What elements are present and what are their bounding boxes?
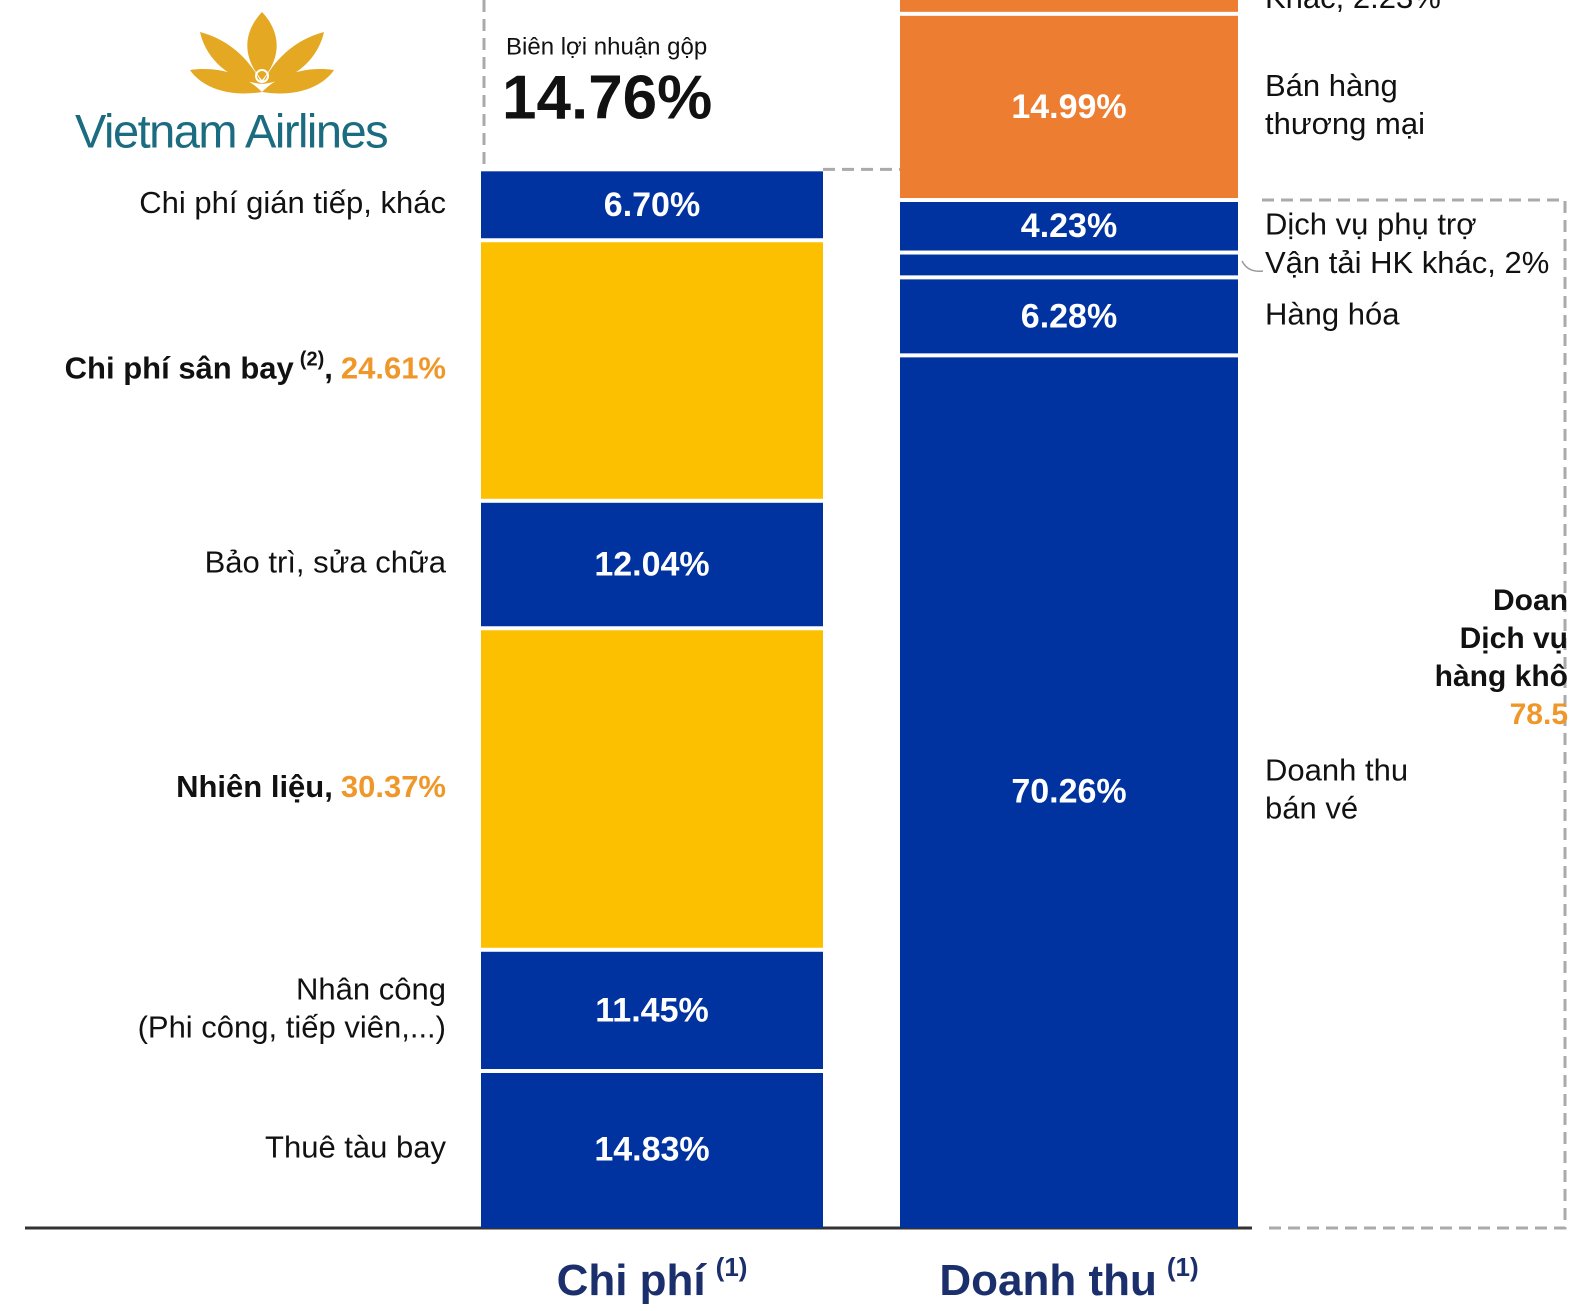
segment-value: 6.70% [604,186,700,224]
category-sup: (1) [716,1252,748,1282]
label-text: Bán hàng [1265,68,1398,103]
label-text: Chi phí gián tiếp, khác [139,185,446,220]
label-text: bán vé [1265,791,1358,826]
logo: Vietnam Airlines [75,12,389,157]
segment-label: Bán hàng [1265,68,1398,103]
logo-text: Vietnam Airlines [75,104,387,157]
segment [900,0,1238,12]
category-label: Chi phí (1) [557,1252,748,1305]
label-text: Bảo trì, sửa chữa [205,545,447,580]
logo-dot [255,69,269,83]
label-sup: (2) [300,349,324,371]
group-label: hàng khô [1435,660,1568,693]
label-value: 24.61% [341,351,446,386]
segment-label: bán vé [1265,791,1358,826]
segment [481,1072,823,1228]
label-text: Chi phí sân bay [65,351,295,386]
segment-label: Chi phí sân bay (2), 24.61% [65,349,446,386]
label-text: Nhiên liệu, [176,769,333,804]
margin-label: Biên lợi nhuận gộp [506,33,707,60]
margin-value: 14.76% [502,63,712,132]
segment-value: 11.45% [595,991,708,1029]
label-text: (Phi công, tiếp viên,...) [138,1010,446,1045]
segment-label: Khác, 2.23% [1265,0,1441,15]
leader [1241,260,1264,272]
group-label: Doan [1493,584,1568,617]
segment-value: 14.99% [1011,88,1126,126]
segment [481,171,823,239]
segment-label: Chi phí gián tiếp, khác [139,185,446,220]
label-text: Thuê tàu bay [265,1130,446,1165]
category-label: Doanh thu (1) [939,1252,1198,1305]
segment-label: thương mại [1265,106,1425,141]
segment [900,357,1238,1228]
category-sup: (1) [1167,1252,1199,1282]
segment-label: Bảo trì, sửa chữa [205,545,447,580]
group-bracket [1262,198,1567,1230]
segment-label: (Phi công, tiếp viên,...) [138,1010,446,1045]
segment-value: 70.26% [1011,773,1126,811]
segment-label: Doanh thu [1265,753,1408,788]
label-text: Vận tải HK khác, 2% [1265,245,1549,280]
label-text: Khác, 2.23% [1265,0,1441,15]
group-label: Dịch vụ [1460,622,1568,655]
segment [900,254,1238,276]
logo-lotus [190,12,334,94]
label-text: Doanh thu [1265,753,1408,788]
label-end: , [324,351,333,386]
segment-value: 6.28% [1021,297,1117,335]
category-name: Chi phí [557,1256,708,1305]
segment-value: 14.83% [594,1130,709,1168]
label-text: Nhân công [296,972,446,1007]
segment-label: Hàng hóa [1265,297,1400,332]
segment [481,242,823,499]
segment [900,201,1238,251]
segment [900,15,1238,198]
segment-label: Thuê tàu bay [265,1130,446,1165]
group-value: 78.5 [1510,698,1568,731]
segment [900,279,1238,354]
segment [481,502,823,627]
segment-value: 4.23% [1021,207,1117,245]
segment-label: Vận tải HK khác, 2% [1265,245,1549,280]
segment [481,630,823,948]
label-text: Hàng hóa [1265,297,1400,332]
segment-label: Nhiên liệu, 30.37% [176,769,446,804]
segment [481,951,823,1069]
label-text: Dịch vụ phụ trợ [1265,206,1477,241]
category-name: Doanh thu [939,1256,1157,1305]
margin-bracket [482,0,900,171]
segment-label: Dịch vụ phụ trợ [1265,206,1477,241]
plot: 14.83% Thuê tàu bay 11.45% Nhân công(Phi cô… [65,0,1568,1305]
segment-value: 12.04% [594,546,709,584]
segment-label: Nhân công [296,972,446,1007]
label-value: 30.37% [341,769,446,804]
label-text: thương mại [1265,106,1425,141]
